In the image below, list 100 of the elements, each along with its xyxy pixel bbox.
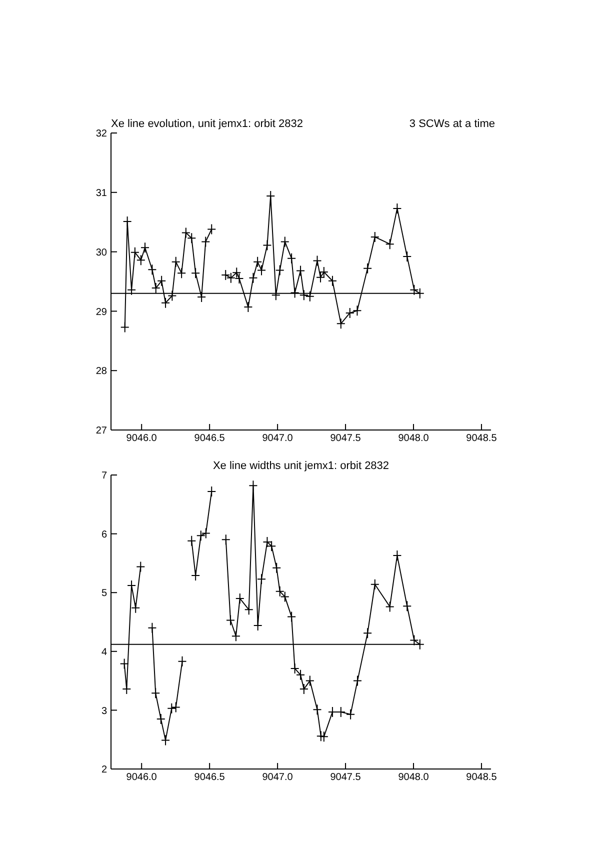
point — [271, 290, 280, 301]
point — [136, 561, 146, 572]
point — [244, 302, 253, 313]
point — [231, 630, 240, 642]
point — [140, 242, 150, 254]
y-tick-label: 2 — [101, 764, 108, 776]
point — [402, 600, 412, 612]
point — [352, 675, 362, 686]
point — [130, 246, 140, 258]
point — [299, 290, 308, 301]
point — [248, 272, 258, 284]
point — [151, 282, 160, 294]
point — [253, 620, 262, 632]
x-tick-label: 9048.5 — [466, 433, 498, 444]
point — [305, 290, 314, 302]
point — [296, 265, 306, 276]
x-tick-label: 9048.5 — [466, 772, 498, 784]
point — [187, 535, 196, 546]
point — [345, 307, 354, 318]
point — [280, 236, 290, 248]
point — [262, 240, 272, 251]
point — [316, 272, 326, 283]
point — [316, 730, 326, 742]
point — [257, 574, 266, 585]
point — [363, 628, 372, 639]
y-tick-label: 3 — [101, 706, 108, 717]
y-tick-label: 4 — [101, 646, 108, 658]
point — [287, 611, 296, 622]
y-tick-label: 5 — [101, 588, 108, 600]
point — [299, 684, 308, 695]
point — [363, 262, 372, 274]
y-tick-label: 27 — [96, 426, 108, 437]
x-tick-label: 9047.0 — [262, 433, 294, 444]
point — [151, 688, 160, 699]
y-tick-label: 29 — [96, 306, 108, 318]
point — [120, 658, 129, 670]
point — [178, 656, 187, 667]
point — [253, 256, 262, 268]
point — [131, 602, 140, 614]
x-tick-label: 9048.0 — [398, 772, 430, 784]
point — [196, 530, 206, 542]
chart-subtitle: 3 SCWs at a time — [408, 118, 495, 130]
point — [122, 216, 132, 228]
point — [266, 190, 276, 202]
point — [328, 275, 337, 286]
x-tick-label: 9047.5 — [330, 433, 362, 444]
y-tick-label: 6 — [101, 529, 108, 540]
point — [148, 622, 157, 634]
point — [167, 702, 176, 714]
point — [171, 702, 180, 713]
y-tick-label: 28 — [96, 366, 108, 378]
point — [305, 675, 314, 686]
point — [385, 601, 394, 612]
x-tick-label: 9046.5 — [194, 772, 226, 784]
point — [290, 287, 300, 298]
point — [248, 480, 258, 492]
point — [120, 322, 130, 333]
point — [226, 614, 236, 626]
point — [312, 255, 322, 266]
point — [402, 251, 412, 262]
chart-title: Xe line widths unit jemx1: orbit 2832 — [212, 460, 390, 472]
point — [370, 231, 380, 242]
x-tick-label: 9048.0 — [398, 433, 430, 444]
y-tick-label: 30 — [96, 247, 108, 258]
point — [244, 604, 254, 616]
point — [287, 252, 296, 264]
point — [156, 714, 166, 725]
point — [191, 570, 200, 582]
point — [157, 275, 166, 286]
point — [319, 731, 328, 742]
point — [319, 266, 328, 278]
point — [392, 202, 402, 214]
y-tick-label: 32 — [96, 128, 108, 140]
y-tick-label: 31 — [96, 188, 108, 199]
point — [122, 684, 132, 695]
point — [370, 578, 380, 590]
point — [161, 297, 170, 308]
x-tick-label: 9047.0 — [262, 772, 294, 784]
y-tick-label: 7 — [101, 470, 108, 482]
point — [336, 318, 346, 330]
point — [201, 528, 210, 539]
point — [177, 268, 186, 279]
x-tick-label: 9047.5 — [330, 772, 362, 784]
point — [235, 592, 244, 604]
point — [221, 534, 230, 546]
point — [168, 290, 177, 302]
point — [207, 486, 216, 497]
point — [385, 238, 394, 250]
point — [201, 236, 210, 248]
point — [207, 224, 216, 235]
point — [171, 256, 180, 268]
point — [136, 254, 146, 266]
point — [197, 291, 206, 302]
point — [161, 734, 170, 746]
point — [148, 264, 157, 276]
point — [127, 580, 136, 592]
point — [275, 264, 284, 276]
point — [272, 562, 282, 574]
point — [346, 708, 356, 720]
point — [312, 704, 322, 716]
